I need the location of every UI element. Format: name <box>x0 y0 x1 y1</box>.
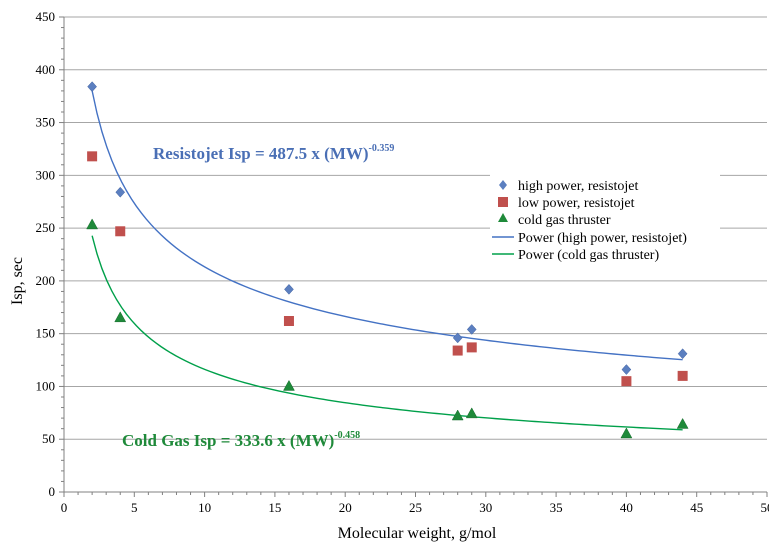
point-triangle <box>451 409 464 421</box>
y-tick-label: 50 <box>42 431 55 446</box>
point-triangle <box>465 407 478 419</box>
x-tick-label: 50 <box>761 500 769 515</box>
x-axis-title: Molecular weight, g/mol <box>338 525 497 542</box>
point-triangle <box>620 427 633 439</box>
point-triangle <box>283 379 295 391</box>
point-square <box>621 376 632 387</box>
y-tick-label: 200 <box>36 273 56 288</box>
point-square <box>677 370 688 381</box>
legend-background <box>490 170 720 266</box>
point-triangle <box>676 417 689 429</box>
x-tick-label: 15 <box>268 500 281 515</box>
y-tick-label: 100 <box>36 378 56 393</box>
y-tick-label: 0 <box>49 484 56 499</box>
trendlines <box>91 90 683 431</box>
legend-marker-low-power <box>498 197 508 207</box>
legend-label-low-power: low power, resistojet <box>518 196 635 211</box>
point-diamond <box>452 332 463 344</box>
point-triangle <box>114 311 127 323</box>
point-square <box>283 316 294 326</box>
point-diamond <box>621 364 632 375</box>
x-tick-label: 0 <box>61 500 68 515</box>
point-diamond <box>115 186 126 198</box>
point-diamond <box>284 283 294 295</box>
point-triangle <box>86 218 99 230</box>
x-tick-label: 35 <box>550 500 563 515</box>
y-tick-label: 150 <box>36 326 56 341</box>
data-points <box>86 81 689 439</box>
x-tick-label: 45 <box>690 500 703 515</box>
legend-marker-cold-gas <box>498 213 508 222</box>
y-tick-label: 350 <box>36 115 56 130</box>
x-tick-label: 25 <box>409 500 422 515</box>
x-tick-label: 5 <box>131 500 138 515</box>
point-square <box>115 226 126 237</box>
y-tick-label: 400 <box>36 62 56 77</box>
y-tick-label: 250 <box>36 220 56 235</box>
y-tick-labels: 0 50 100 150 200 250 300 350 400 450 <box>36 9 56 499</box>
x-tick-label: 20 <box>339 500 352 515</box>
y-axis-title: Isp, sec <box>9 257 26 305</box>
x-tick-label: 40 <box>620 500 633 515</box>
legend-label-power-high: Power (high power, resistojet) <box>518 231 687 246</box>
legend-label-power-cold: Power (cold gas thruster) <box>518 248 659 263</box>
y-tick-label: 450 <box>36 9 56 24</box>
point-square <box>452 345 463 356</box>
point-square <box>87 151 98 162</box>
annotation-resistojet: Resistojet Isp = 487.5 x (MW)-0.359 <box>153 143 394 163</box>
axes <box>59 16 768 497</box>
trendline-0 <box>91 90 683 361</box>
legend-marker-high-power <box>499 180 507 190</box>
x-tick-labels: 0 5 10 15 20 25 30 35 40 45 50 <box>61 500 769 515</box>
x-tick-label: 10 <box>198 500 211 515</box>
gridlines <box>64 16 767 440</box>
point-diamond <box>466 324 477 335</box>
legend-label-high-power: high power, resistojet <box>518 179 638 194</box>
point-square <box>466 342 477 353</box>
legend-label-cold-gas: cold gas thruster <box>518 213 611 228</box>
x-tick-label: 30 <box>479 500 492 515</box>
annotation-cold-gas: Cold Gas Isp = 333.6 x (MW)-0.458 <box>122 430 360 450</box>
point-diamond <box>87 81 97 93</box>
legend: high power, resistojet low power, resist… <box>490 170 720 266</box>
point-diamond <box>677 348 688 360</box>
trendline-1 <box>91 235 683 431</box>
y-tick-label: 300 <box>36 167 56 182</box>
